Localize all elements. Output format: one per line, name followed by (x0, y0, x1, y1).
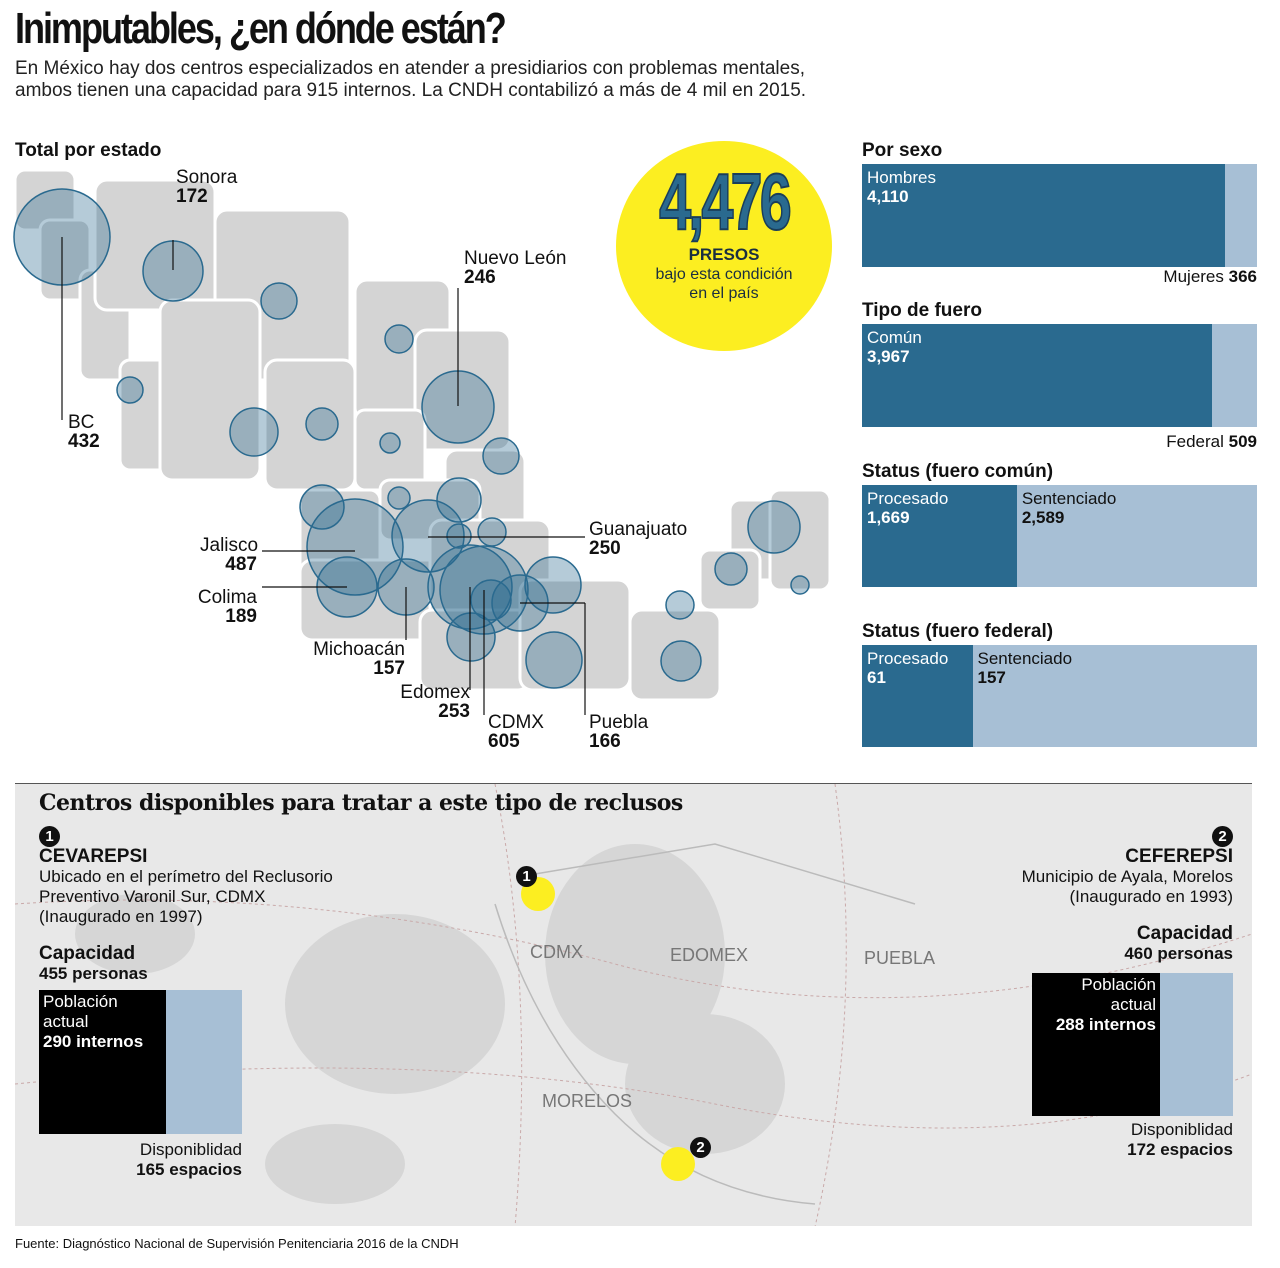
availability-segment (166, 990, 242, 1134)
center-desc: (Inaugurado en 1993) (1069, 887, 1233, 906)
state-bubble (714, 552, 748, 586)
center-desc: (Inaugurado en 1997) (39, 907, 203, 926)
availability-segment (1160, 973, 1233, 1116)
state-label-bc: BC 432 (68, 412, 100, 452)
page-title: Inimputables, ¿en dónde están? (15, 4, 507, 53)
bar-status-federal: Procesado 61 Sentenciado 157 (862, 645, 1257, 747)
state-label-cdmx: CDMX 605 (488, 712, 544, 752)
state-bubble (446, 612, 496, 662)
center-2-info: 2 CEFEREPSI Municipio de Ayala, Morelos … (940, 826, 1233, 964)
state-bubble (305, 407, 339, 441)
place-label: MORELOS (542, 1091, 633, 1111)
total-text: bajo esta condición (655, 266, 793, 283)
chart-title: Status (fuero federal) (862, 621, 1054, 642)
state-bubble (477, 517, 507, 547)
state-bubble (379, 432, 401, 454)
bar-label: Mujeres 366 (1163, 267, 1257, 286)
center-number: 2 (1212, 826, 1233, 847)
state-bubble (387, 486, 411, 510)
bar-segment: Hombres 4,110 (862, 164, 1225, 267)
state-bubble (660, 640, 702, 682)
bar-segment: Común 3,967 (862, 324, 1213, 427)
state-bubble (790, 575, 810, 595)
state-bubble (384, 324, 414, 354)
center-desc: Preventivo Varonil Sur, CDMX (39, 887, 266, 906)
center-1-info: 1 CEVAREPSI Ubicado en el perímetro del … (39, 826, 379, 984)
bar-fuero: Común 3,967 (862, 324, 1257, 427)
centers-title: Centros disponibles para tratar a este t… (39, 790, 683, 816)
state-bubble (299, 484, 345, 530)
source-note: Fuente: Diagnóstico Nacional de Supervis… (15, 1236, 459, 1251)
state-bubble (470, 579, 512, 621)
state-label-jalisco: Jalisco 487 (200, 535, 259, 575)
total-value: 4,476 (658, 157, 792, 246)
center-desc: Municipio de Ayala, Morelos (1021, 867, 1233, 886)
state-label-guanajuato: Guanajuato 250 (589, 519, 688, 559)
chart-title: Status (fuero común) (862, 461, 1054, 482)
state-bubble (306, 498, 404, 596)
center-name: CEVAREPSI (39, 846, 148, 867)
capacity-value: 455 personas (39, 964, 148, 983)
state-bubble (525, 631, 583, 689)
center-number: 1 (39, 826, 60, 847)
total-text: en el país (689, 285, 759, 302)
population-segment: Población actual 288 internos (1032, 973, 1160, 1116)
chart-title: Por sexo (862, 140, 943, 161)
state-label-michoacan: Michoacán 157 (313, 639, 405, 679)
center-2-bar: Población actual 288 internos (1032, 973, 1233, 1116)
mexico-map (13, 168, 832, 715)
state-label-nuevo-leon: Nuevo León 246 (464, 248, 567, 288)
total-label: PRESOS (688, 245, 760, 264)
state-bubble (260, 282, 298, 320)
bar-segment: Procesado 1,669 (862, 485, 1017, 587)
map-title: Total por estado (15, 140, 162, 161)
bar-label: Federal 509 (1166, 432, 1257, 451)
bar-segment: Sentenciado 157 (972, 645, 1257, 747)
population-segment: Población actual 290 internos (39, 990, 166, 1134)
place-label: PUEBLA (864, 948, 936, 968)
state-bubble (436, 477, 482, 523)
state-label-sonora: Sonora 172 (176, 167, 238, 207)
marker-2: 2 (690, 1137, 711, 1158)
place-label: CDMX (530, 942, 583, 962)
state-label-puebla: Puebla 166 (589, 712, 649, 752)
marker-1: 1 (516, 866, 537, 887)
state-bubble (116, 376, 144, 404)
center-1-availability: Disponiblidad 165 espacios (136, 1140, 242, 1179)
state-bubble (524, 556, 582, 614)
bar-segment: Sentenciado 2,589 (1016, 485, 1257, 587)
base-map (15, 784, 1252, 1226)
center-1-bar: Población actual 290 internos (39, 990, 242, 1134)
center-desc: Ubicado en el perímetro del Reclusorio (39, 867, 333, 886)
bar-segment (1224, 164, 1257, 267)
subtitle: En México hay dos centros especializados… (15, 58, 807, 101)
state-label-edomex: Edomex 253 (400, 682, 470, 722)
state-bubble (665, 590, 695, 620)
place-label: EDOMEX (670, 945, 749, 965)
chart-title: Tipo de fuero (862, 300, 982, 321)
center-2-availability: Disponiblidad 172 espacios (1127, 1120, 1233, 1159)
state-bubble (391, 499, 465, 573)
bar-segment (1212, 324, 1257, 427)
state-bubble (747, 500, 801, 554)
state-bubble (446, 523, 472, 549)
total-badge: 4,476 PRESOS bajo esta condición en el p… (616, 141, 832, 351)
state-label-colima: Colima 189 (197, 587, 257, 627)
capacity-label: Capacidad (39, 943, 136, 964)
state-bubble (482, 437, 520, 475)
capacity-label: Capacidad (1136, 923, 1233, 944)
capacity-value: 460 personas (1124, 944, 1233, 963)
center-name: CEFEREPSI (1125, 846, 1233, 867)
state-bubble (229, 407, 279, 457)
bar-status-comun: Procesado 1,669 Sentenciado 2,589 (862, 485, 1257, 587)
bar-segment: Procesado 61 (862, 645, 973, 747)
bar-sexo: Hombres 4,110 (862, 164, 1257, 267)
